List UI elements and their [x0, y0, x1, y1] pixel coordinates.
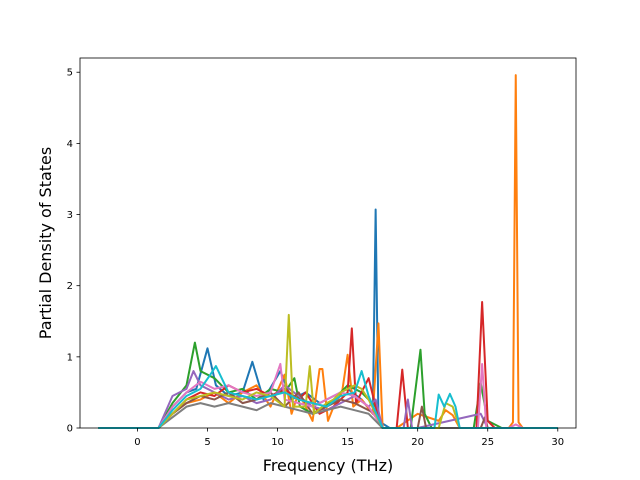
x-tick-label: 5: [204, 437, 210, 448]
x-tick-label: 20: [411, 437, 424, 448]
series-layer: [98, 74, 558, 429]
y-tick-label: 4: [67, 139, 73, 150]
y-axis-title: Partial Density of States: [36, 147, 55, 339]
y-tick-label: 1: [67, 352, 73, 363]
x-tick-label: 15: [341, 437, 354, 448]
x-tick-label: 25: [481, 437, 494, 448]
x-tick-label: 30: [551, 437, 564, 448]
x-axis: 0 5 10 15 20 25 30: [134, 428, 564, 448]
y-tick-label: 3: [67, 210, 73, 221]
y-tick-label: 5: [67, 68, 73, 79]
series-line-10: [98, 365, 558, 429]
y-axis: 0 1 2 3 4 5: [67, 68, 80, 435]
x-tick-label: 0: [134, 437, 140, 448]
x-tick-label: 10: [271, 437, 284, 448]
x-axis-title: Frequency (THz): [263, 456, 393, 475]
plot-background: [80, 58, 576, 428]
series-line-8: [98, 402, 558, 429]
plot-frame: [79, 57, 577, 429]
y-tick-label: 0: [67, 424, 73, 435]
y-tick-label: 2: [67, 281, 73, 292]
